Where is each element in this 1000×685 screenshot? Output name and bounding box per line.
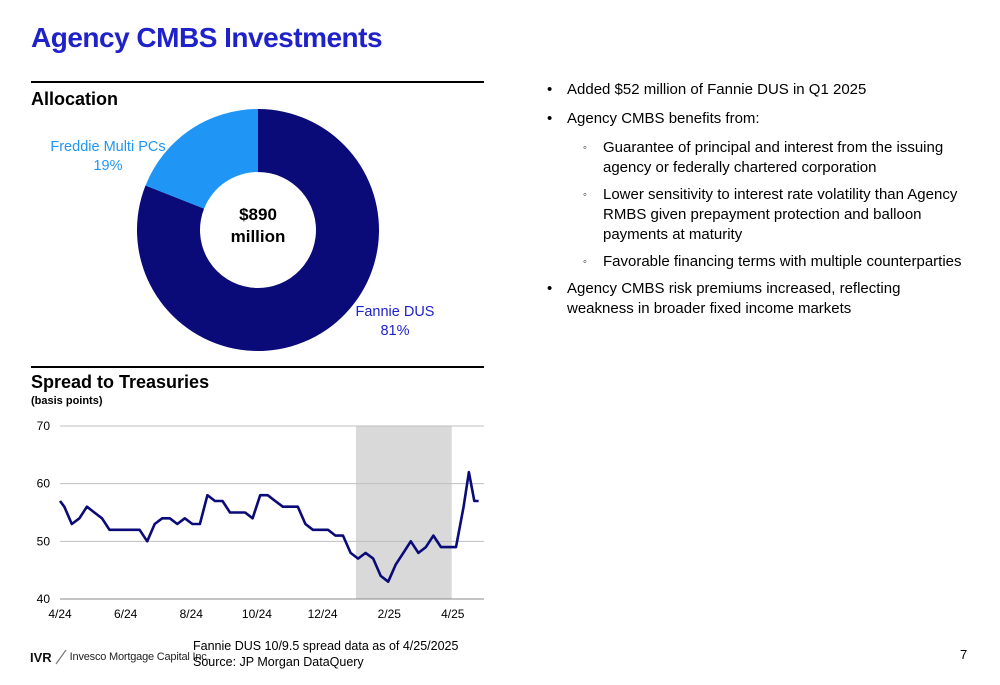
shaded-period [355, 426, 452, 599]
sub-bullet-dot-icon: ◦ [583, 142, 587, 154]
page-number: 7 [960, 647, 968, 662]
bullet-dot-icon: • [547, 110, 553, 127]
bullet-item: • Agency CMBS risk premiums increased, re… [547, 279, 967, 319]
allocation-divider [31, 81, 484, 83]
x-tick-label: 4/24 [48, 607, 72, 621]
bullet-text: Agency CMBS benefits from: [567, 110, 760, 127]
spread-units: (basis points) [31, 395, 103, 407]
spread-series-line [58, 470, 479, 584]
freddie-slice-label: Freddie Multi PCs 19% [48, 138, 168, 176]
source-note-line2: Source: JP Morgan DataQuery [193, 655, 364, 669]
x-tick-label: 2/25 [378, 607, 402, 621]
sub-bullet-text: Favorable financing terms with multiple … [603, 253, 962, 270]
fannie-slice-label: Fannie DUS 81% [345, 303, 445, 341]
logo-slash-icon [55, 649, 67, 665]
y-tick-label: 70 [37, 419, 51, 433]
source-note-line1: Fannie DUS 10/9.5 spread data as of 4/25… [193, 639, 459, 653]
y-tick-label: 40 [37, 592, 51, 606]
x-tick-label: 8/24 [180, 607, 204, 621]
logo-company-name: Invesco Mortgage Capital Inc. [69, 651, 210, 663]
spread-heading: Spread to Treasuries [31, 372, 210, 392]
donut-center-unit: million [230, 227, 286, 246]
bullet-dot-icon: • [547, 81, 553, 98]
sub-bullet-text: Guarantee of principal and interest from… [603, 139, 944, 176]
sub-bullet-item: ◦ Guarantee of principal and interest fro… [583, 138, 967, 178]
bullet-text: Agency CMBS risk premiums increased, ref… [567, 280, 901, 317]
donut-center-label: $890 million [218, 204, 298, 248]
freddie-slice-name: Freddie Multi PCs [50, 139, 166, 155]
donut-center-amount: $890 [239, 205, 277, 224]
sub-bullet-item: ◦ Favorable financing terms with multiple… [583, 252, 967, 272]
source-note: Fannie DUS 10/9.5 spread data as of 4/25… [193, 638, 458, 670]
bullet-text: Added $52 million of Fannie DUS in Q1 20… [567, 81, 867, 98]
bullet-item: • Added $52 million of Fannie DUS in Q1 2… [547, 80, 967, 100]
sub-bullet-dot-icon: ◦ [583, 256, 587, 268]
bullet-dot-icon: • [547, 280, 553, 297]
company-logo: IVR Invesco Mortgage Capital Inc. [30, 649, 210, 665]
spread-divider [31, 366, 484, 368]
bullet-list: • Added $52 million of Fannie DUS in Q1 2… [547, 80, 967, 328]
bullet-item: • Agency CMBS benefits from: [547, 109, 967, 129]
x-tick-label: 12/24 [308, 607, 338, 621]
x-tick-label: 10/24 [242, 607, 272, 621]
sub-bullet-item: ◦ Lower sensitivity to interest rate vola… [583, 185, 967, 245]
y-tick-label: 60 [37, 477, 51, 491]
sub-bullet-dot-icon: ◦ [583, 189, 587, 201]
x-tick-label: 6/24 [114, 607, 138, 621]
page-title: Agency CMBS Investments [31, 22, 383, 53]
fannie-slice-name: Fannie DUS [355, 304, 435, 320]
allocation-heading: Allocation [31, 89, 119, 109]
freddie-slice-pct: 19% [93, 158, 123, 174]
logo-ticker: IVR [30, 649, 52, 665]
x-tick-label: 4/25 [441, 607, 465, 621]
sub-bullet-text: Lower sensitivity to interest rate volat… [603, 186, 958, 243]
fannie-slice-pct: 81% [380, 323, 410, 339]
y-tick-label: 50 [37, 534, 51, 548]
